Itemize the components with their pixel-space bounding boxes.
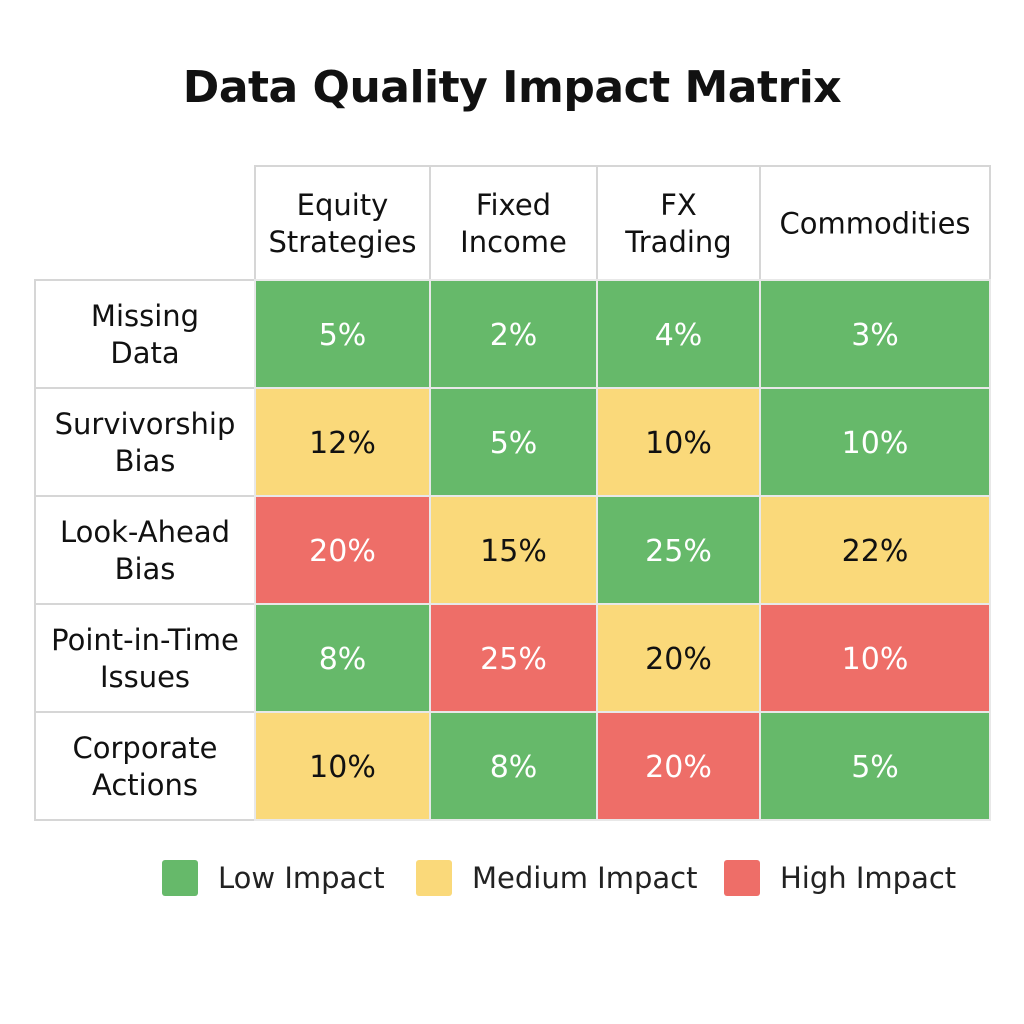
row-header-label: Survivorship Bias bbox=[55, 407, 236, 478]
heatmap-cell-low bbox=[429, 387, 598, 497]
cell-value: 12% bbox=[309, 426, 376, 461]
cell-value: 10% bbox=[842, 642, 909, 677]
row-header-cell bbox=[34, 711, 256, 821]
column-header-label: Fixed Income bbox=[460, 188, 567, 259]
row-header-label: Look-Ahead Bias bbox=[60, 515, 230, 586]
cell-value: 15% bbox=[480, 534, 547, 569]
impact-matrix-heatmap: Equity Strategies Fixed Income FX Trading Comm… bbox=[34, 165, 991, 821]
column-header-cell bbox=[759, 165, 991, 281]
heatmap-cell-low bbox=[429, 279, 598, 389]
cell-value: 20% bbox=[309, 534, 376, 569]
legend-label-medium: Medium Impact bbox=[472, 861, 698, 895]
cell-value: 10% bbox=[842, 426, 909, 461]
heatmap-cell-low bbox=[759, 387, 991, 497]
heatmap-cell-medium bbox=[429, 495, 598, 605]
heatmap-cell-medium bbox=[254, 711, 431, 821]
heatmap-cell-medium bbox=[596, 387, 761, 497]
legend-item-medium: Medium Impact bbox=[416, 858, 697, 898]
cell-value: 4% bbox=[655, 318, 703, 353]
legend: Low Impact Medium Impact High Impact bbox=[0, 858, 1024, 898]
legend-label-high: High Impact bbox=[780, 861, 957, 895]
legend-label-low: Low Impact bbox=[218, 861, 385, 895]
column-header-cell bbox=[596, 165, 761, 281]
cell-value: 3% bbox=[851, 318, 899, 353]
cell-value: 8% bbox=[319, 642, 367, 677]
legend-swatch-medium bbox=[416, 860, 452, 896]
cell-value: 20% bbox=[645, 750, 712, 785]
cell-value: 5% bbox=[319, 318, 367, 353]
cell-value: 5% bbox=[490, 426, 538, 461]
row-header-cell bbox=[34, 495, 256, 605]
column-header-label: FX Trading bbox=[624, 188, 731, 259]
row-header-label: Corporate Actions bbox=[73, 731, 218, 802]
cell-value: 10% bbox=[645, 426, 712, 461]
cell-value: 20% bbox=[645, 642, 712, 677]
cell-value: 25% bbox=[645, 534, 712, 569]
cell-value: 22% bbox=[842, 534, 909, 569]
row-header-cell bbox=[34, 279, 256, 389]
cell-value: 2% bbox=[490, 318, 538, 353]
legend-swatch-high bbox=[724, 860, 760, 896]
legend-item-low: Low Impact bbox=[162, 858, 385, 898]
heatmap-cell-low bbox=[254, 279, 431, 389]
row-header-label: Point-in-Time Issues bbox=[51, 623, 239, 694]
heatmap-cell-low bbox=[759, 711, 991, 821]
cell-value: 8% bbox=[490, 750, 538, 785]
legend-item-high: High Impact bbox=[724, 858, 956, 898]
row-header-label: Missing Data bbox=[91, 299, 199, 370]
heatmap-cell-high bbox=[429, 603, 598, 713]
heatmap-cell-high bbox=[759, 603, 991, 713]
column-header-label: Equity Strategies bbox=[268, 188, 416, 259]
heatmap-cell-high bbox=[596, 711, 761, 821]
column-header-cell bbox=[429, 165, 598, 281]
column-header-cell bbox=[254, 165, 431, 281]
column-header-label: Commodities bbox=[779, 206, 970, 240]
row-header-cell bbox=[34, 387, 256, 497]
row-header-cell bbox=[34, 603, 256, 713]
chart-title: Data Quality Impact Matrix bbox=[182, 62, 842, 113]
cell-value: 10% bbox=[309, 750, 376, 785]
legend-swatch-low bbox=[162, 860, 198, 896]
heatmap-cell-medium bbox=[759, 495, 991, 605]
cell-value: 25% bbox=[480, 642, 547, 677]
cell-value: 5% bbox=[851, 750, 899, 785]
